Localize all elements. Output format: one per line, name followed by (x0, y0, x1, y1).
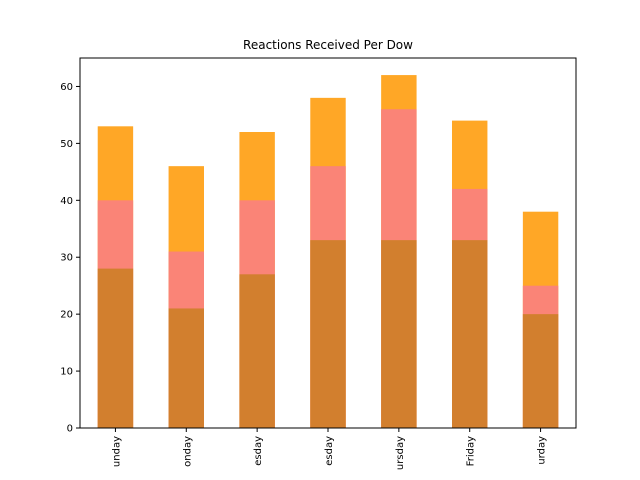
bar-series3-tuesday (239, 274, 275, 428)
y-tick-label: 40 (60, 196, 73, 207)
x-tick-label: unday (111, 436, 122, 467)
bars-layer (97, 75, 559, 429)
y-tick-label: 50 (60, 139, 73, 150)
x-tick-label: ursday (395, 436, 406, 470)
bar-series3-thursday (381, 240, 417, 428)
x-tick-label: onday (182, 436, 193, 467)
y-tick-label: 0 (67, 424, 73, 435)
bar-series3-monday (168, 308, 204, 428)
bar-series3-wednesday (310, 240, 346, 428)
x-tick-label: esday (324, 436, 335, 466)
x-tick-label: Friday (466, 436, 477, 466)
y-tick-label: 20 (60, 310, 73, 321)
bar-series3-friday (452, 240, 488, 428)
y-axis-ticks: 0 10 20 30 40 50 60 (60, 82, 80, 435)
chart-title: Reactions Received Per Dow (243, 38, 413, 52)
x-axis-ticks: unday onday esday esday ursday Friday urday (111, 428, 548, 470)
bar-series3-sunday (97, 268, 134, 428)
bar-series3-saturday (522, 314, 559, 428)
y-tick-label: 30 (60, 253, 73, 264)
x-tick-label: esday (253, 436, 264, 466)
y-tick-label: 10 (60, 367, 73, 378)
y-tick-label: 60 (60, 82, 73, 93)
x-tick-label: urday (537, 436, 548, 465)
